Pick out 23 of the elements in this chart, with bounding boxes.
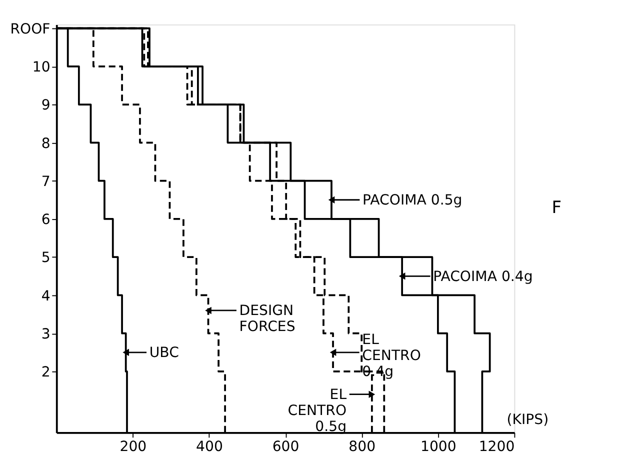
annotation: EL CENTRO 0.5g: [288, 387, 347, 436]
x-axis-title: (KIPS): [506, 412, 549, 428]
y-tick-label: 7: [41, 174, 50, 190]
y-tick-label: 8: [41, 136, 50, 152]
y-tick-label: 3: [41, 326, 50, 343]
y-tick-label: 9: [41, 98, 50, 114]
x-tick-label: 600: [272, 438, 300, 455]
x-tick-label: 800: [348, 438, 376, 455]
y-tick-label: 2: [41, 364, 50, 381]
x-tick-label: 400: [196, 438, 223, 455]
y-tick-label: 5: [41, 250, 50, 266]
x-tick-label: 1200: [478, 438, 515, 455]
y-tick-label: ROOF: [10, 21, 50, 38]
text: F: [552, 196, 562, 217]
y-tick-label: 6: [41, 212, 50, 228]
annotation: PACOIMA 0.4g: [433, 268, 533, 285]
annotation: PACOIMA 0.5g: [362, 192, 462, 209]
y-tick-label: 10: [32, 60, 50, 76]
y-tick-label: 4: [41, 288, 50, 304]
annotation: DESIGN FORCES: [239, 303, 296, 336]
x-tick-label: 1000: [420, 438, 456, 455]
x-tick-label: 200: [120, 438, 147, 455]
annotation: UBC: [149, 345, 180, 362]
